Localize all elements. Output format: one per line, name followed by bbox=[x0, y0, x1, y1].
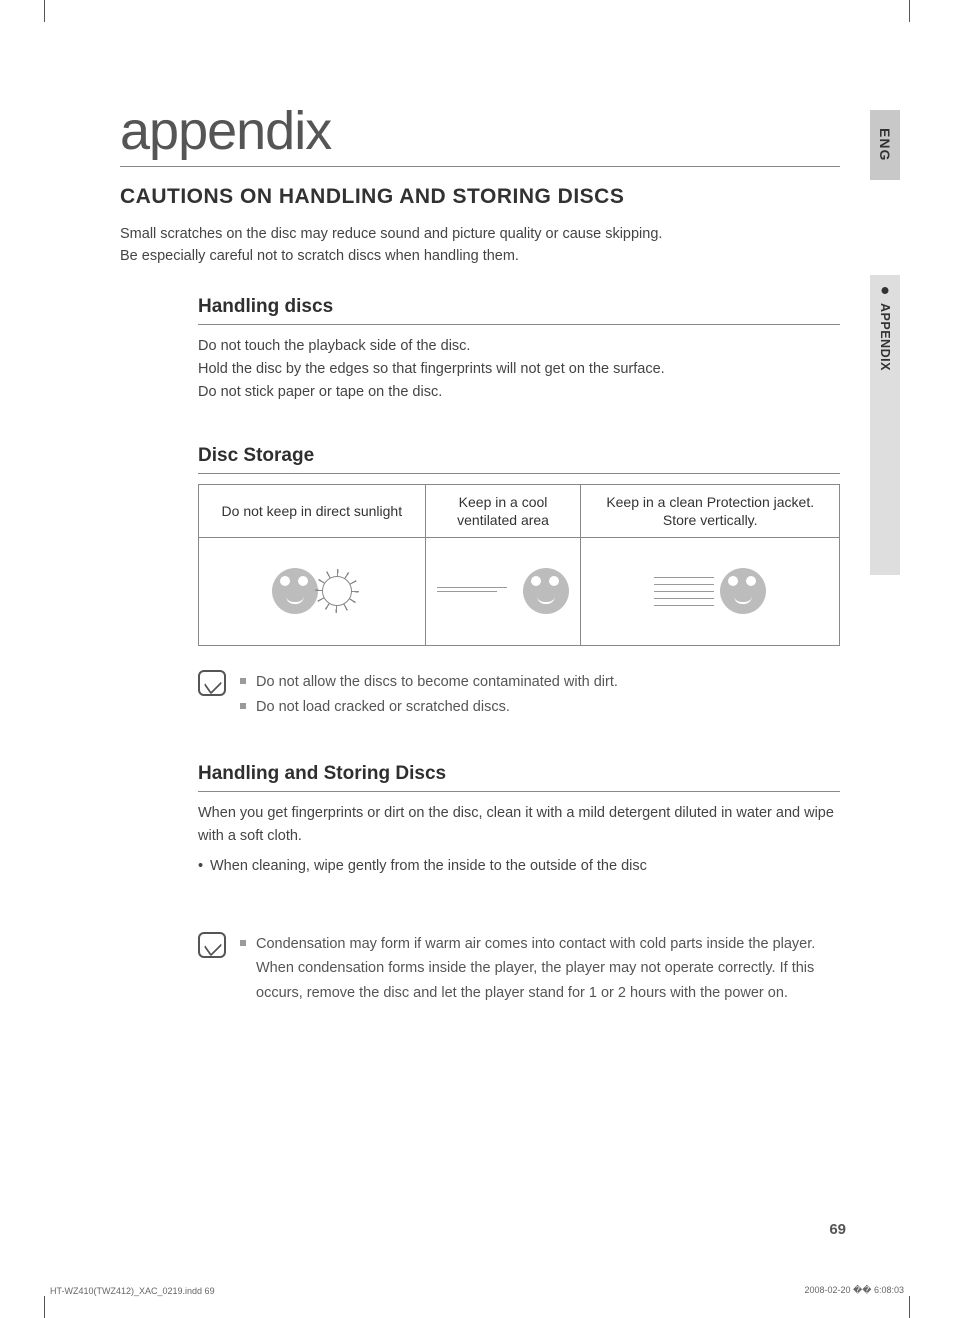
handling-block: Handling discs Do not touch the playback… bbox=[198, 296, 840, 405]
handling-heading: Handling discs bbox=[198, 296, 840, 325]
section-tab: APPENDIX bbox=[870, 275, 900, 575]
footer-timestamp: 2008-02-20 �� 6:08:03 bbox=[804, 1285, 904, 1296]
language-tab-label: ENG bbox=[877, 128, 893, 161]
crop-mark bbox=[44, 1296, 45, 1318]
note-list: Do not allow the discs to become contami… bbox=[240, 670, 618, 719]
handling-storing-heading: Handling and Storing Discs bbox=[198, 763, 840, 792]
handling-text: Hold the disc by the edges so that finge… bbox=[198, 358, 840, 381]
storage-illustration-jacket bbox=[581, 537, 840, 645]
handling-storing-block: Handling and Storing Discs When you get … bbox=[198, 763, 840, 1005]
note-icon bbox=[198, 670, 226, 696]
page-number: 69 bbox=[829, 1221, 846, 1238]
storage-col-header: Keep in a cool ventilated area bbox=[425, 484, 581, 537]
storage-illustration-sunlight bbox=[199, 537, 426, 645]
note-block: Condensation may form if warm air comes … bbox=[198, 932, 840, 1006]
crop-mark bbox=[44, 0, 45, 22]
cleaning-list: When cleaning, wipe gently from the insi… bbox=[198, 855, 840, 878]
page-title: appendix bbox=[120, 100, 840, 167]
content-area: appendix CAUTIONS ON HANDLING AND STORIN… bbox=[120, 100, 840, 1006]
handling-storing-text: When you get fingerprints or dirt on the… bbox=[198, 802, 840, 848]
footer-filename: HT-WZ410(TWZ412)_XAC_0219.indd 69 bbox=[50, 1286, 215, 1296]
note-block: Do not allow the discs to become contami… bbox=[198, 670, 840, 719]
storage-col-header: Do not keep in direct sunlight bbox=[199, 484, 426, 537]
crop-mark bbox=[909, 0, 910, 22]
page: ENG APPENDIX appendix CAUTIONS ON HANDLI… bbox=[0, 0, 954, 1318]
storage-heading: Disc Storage bbox=[198, 445, 840, 474]
intro-line: Small scratches on the disc may reduce s… bbox=[120, 223, 840, 245]
note-list: Condensation may form if warm air comes … bbox=[240, 932, 840, 1006]
note-item: Do not allow the discs to become contami… bbox=[240, 670, 618, 695]
crop-mark bbox=[909, 1296, 910, 1318]
intro-text: Small scratches on the disc may reduce s… bbox=[120, 223, 840, 268]
cleaning-bullet: When cleaning, wipe gently from the insi… bbox=[198, 855, 840, 878]
storage-table: Do not keep in direct sunlight Keep in a… bbox=[198, 484, 840, 646]
section-heading: CAUTIONS ON HANDLING AND STORING DISCS bbox=[120, 185, 840, 209]
storage-block: Disc Storage Do not keep in direct sunli… bbox=[198, 445, 840, 720]
section-tab-label: APPENDIX bbox=[878, 303, 892, 371]
handling-text: Do not stick paper or tape on the disc. bbox=[198, 381, 840, 404]
note-item: Condensation may form if warm air comes … bbox=[240, 932, 840, 1006]
storage-col-header: Keep in a clean Protection jacket. Store… bbox=[581, 484, 840, 537]
intro-line: Be especially careful not to scratch dis… bbox=[120, 245, 840, 267]
storage-illustration-ventilated bbox=[425, 537, 581, 645]
language-tab: ENG bbox=[870, 110, 900, 180]
note-item: Do not load cracked or scratched discs. bbox=[240, 695, 618, 720]
handling-text: Do not touch the playback side of the di… bbox=[198, 335, 840, 358]
note-icon bbox=[198, 932, 226, 958]
